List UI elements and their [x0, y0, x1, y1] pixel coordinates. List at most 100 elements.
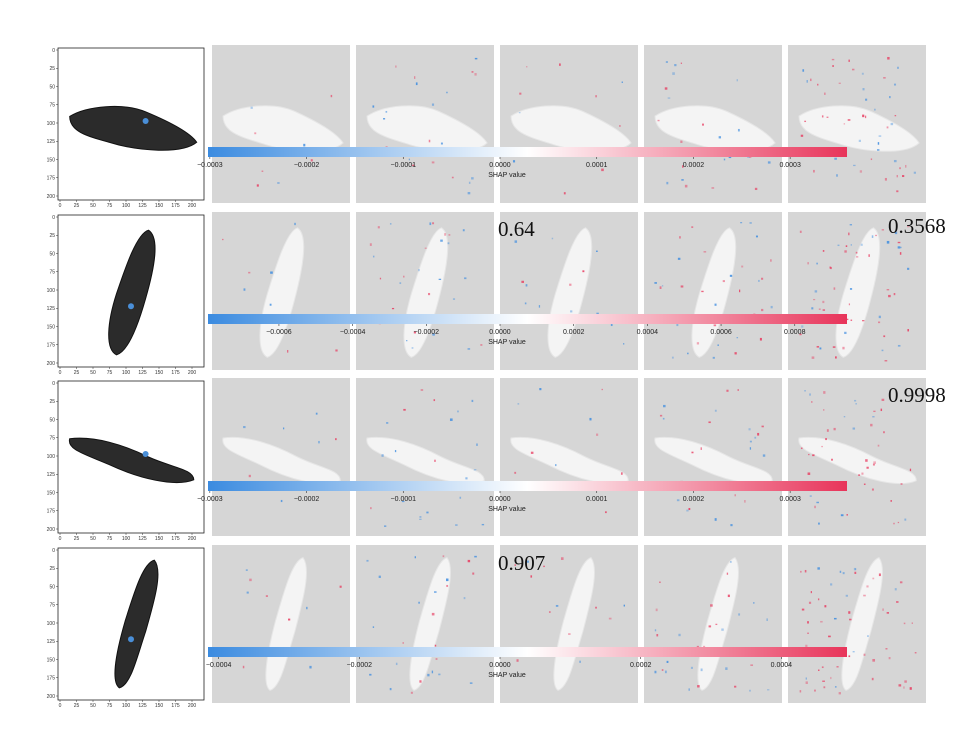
y-tick-label: 175	[47, 176, 56, 182]
attribution-speck	[881, 229, 885, 231]
attribution-speck	[872, 577, 875, 580]
attribution-speck	[896, 190, 899, 193]
attribution-speck	[914, 652, 917, 654]
attribution-speck	[826, 116, 829, 118]
attribution-speck	[762, 454, 766, 457]
attribution-speck	[654, 629, 657, 632]
colorbar-tick-label: 0.0002	[683, 496, 705, 503]
attribution-speck	[248, 474, 251, 478]
x-tick-label: 175	[171, 703, 180, 709]
attribution-speck	[700, 447, 703, 450]
attribution-speck	[512, 160, 516, 163]
attribution-speck	[452, 298, 456, 300]
y-tick-label: 150	[47, 157, 56, 163]
shap-panel-5	[788, 45, 926, 203]
attribution-speck	[428, 139, 431, 143]
attribution-speck	[871, 235, 874, 238]
attribution-speck	[855, 251, 858, 254]
x-tick-label: 200	[188, 370, 197, 376]
sandal-silhouette	[223, 106, 343, 152]
colorbar	[208, 647, 847, 657]
attribution-speck	[654, 670, 657, 674]
attribution-speck	[379, 277, 382, 280]
colorbar-tick-label: −0.0003	[197, 496, 223, 503]
attribution-speck	[717, 344, 719, 346]
attribution-speck	[842, 572, 845, 575]
attribution-speck	[859, 170, 863, 173]
attribution-speck	[411, 347, 414, 349]
attribution-speck	[451, 176, 454, 179]
attribution-speck	[814, 505, 816, 509]
shap-panel-2	[356, 212, 494, 370]
attribution-speck	[819, 347, 822, 350]
sandal-silhouette	[367, 437, 485, 483]
attribution-speck	[863, 594, 866, 597]
attribution-speck	[881, 349, 884, 352]
colorbar-tick-label: −0.0003	[197, 162, 223, 169]
sandal-accent	[142, 450, 149, 457]
attribution-speck	[464, 277, 467, 280]
attribution-speck	[825, 438, 827, 441]
attribution-speck	[712, 356, 715, 359]
x-tick-label: 125	[138, 703, 147, 709]
attribution-speck	[623, 343, 625, 345]
attribution-speck	[684, 184, 688, 188]
attribution-speck	[335, 349, 338, 352]
attribution-speck	[863, 653, 866, 656]
score-label: 0.9998	[888, 383, 946, 407]
attribution-speck	[440, 239, 443, 242]
attribution-speck	[440, 142, 443, 145]
attribution-speck	[860, 243, 863, 246]
attribution-speck	[418, 269, 420, 272]
attribution-speck	[696, 342, 700, 345]
attribution-speck	[412, 164, 415, 167]
attribution-speck	[817, 598, 820, 601]
shap-panel-5	[788, 212, 926, 370]
attribution-speck	[595, 95, 597, 98]
attribution-speck	[680, 285, 684, 288]
shap-panel-4	[644, 378, 782, 536]
attribution-speck	[759, 337, 762, 341]
attribution-speck	[848, 303, 851, 306]
colorbar-tick-label: −0.0001	[391, 162, 417, 169]
attribution-speck	[850, 319, 853, 321]
attribution-speck	[682, 165, 684, 168]
attribution-speck	[406, 340, 408, 342]
attribution-speck	[878, 135, 882, 137]
attribution-speck	[399, 282, 402, 285]
attribution-speck	[832, 346, 836, 348]
attribution-speck	[370, 507, 372, 510]
attribution-speck	[738, 613, 741, 616]
x-tick-label: 150	[155, 370, 164, 376]
attribution-speck	[886, 240, 890, 244]
attribution-speck	[657, 119, 660, 122]
attribution-speck	[848, 611, 851, 614]
y-tick-label: 200	[47, 361, 56, 367]
attribution-speck	[555, 604, 559, 607]
attribution-speck	[810, 78, 812, 82]
attribution-speck	[770, 259, 772, 262]
attribution-speck	[435, 658, 438, 660]
sandal-silhouette	[266, 558, 307, 691]
colorbar-tick-label: 0.0002	[683, 162, 705, 169]
attribution-speck	[858, 474, 861, 476]
attribution-speck	[888, 294, 891, 298]
attribution-speck	[721, 628, 724, 631]
y-tick-label: 100	[47, 288, 56, 294]
sandal-silhouette	[367, 106, 487, 152]
attribution-speck	[413, 331, 416, 334]
attribution-speck	[830, 267, 832, 270]
x-tick-label: 75	[107, 536, 113, 542]
sandal-silhouette	[655, 106, 775, 152]
y-tick-label: 200	[47, 694, 56, 700]
attribution-speck	[877, 142, 880, 145]
attribution-speck	[378, 575, 381, 578]
attribution-speck	[723, 158, 726, 161]
attribution-speck	[799, 230, 802, 233]
attribution-speck	[807, 621, 809, 624]
attribution-speck	[589, 417, 592, 421]
attribution-speck	[744, 500, 746, 503]
sandal-silhouette	[554, 558, 595, 691]
attribution-speck	[736, 337, 739, 339]
attribution-speck	[654, 281, 657, 284]
